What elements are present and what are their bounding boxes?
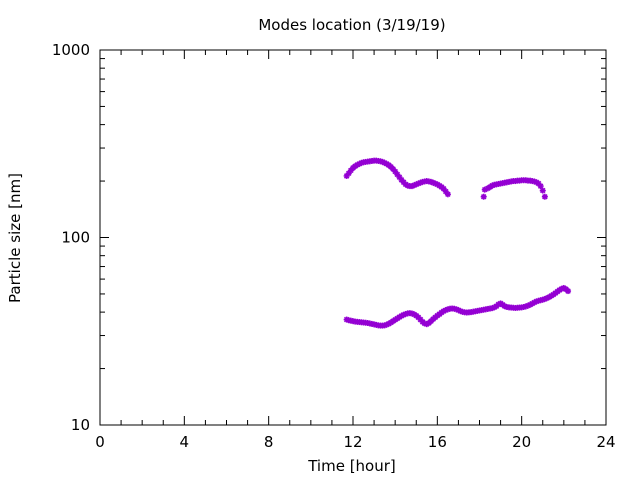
plot-border [99, 49, 607, 426]
y-tick-label: 10 [71, 416, 90, 434]
data-points [343, 157, 572, 329]
x-tick-label: 4 [180, 433, 190, 451]
x-tick-label: 20 [512, 433, 531, 451]
y-tick-label: 1000 [52, 41, 90, 59]
chart-title: Modes location (3/19/19) [258, 16, 445, 34]
data-point [565, 288, 572, 295]
data-point [480, 193, 487, 200]
x-tick-label: 8 [264, 433, 274, 451]
x-tick-label: 0 [95, 433, 105, 451]
data-point [444, 191, 451, 198]
data-point [539, 187, 546, 194]
y-tick-label: 100 [61, 229, 90, 247]
x-tick-label: 16 [428, 433, 447, 451]
y-axis-label: Particle size [nm] [6, 173, 24, 303]
x-tick-label: 24 [596, 433, 615, 451]
x-axis-label: Time [hour] [307, 457, 396, 475]
x-tick-label: 12 [343, 433, 362, 451]
data-point [541, 193, 548, 200]
y-tick-labels: 10 100 1000 [52, 41, 90, 434]
x-tick-labels: 0 4 8 12 16 20 24 [95, 433, 615, 451]
axis-ticks [99, 49, 607, 426]
